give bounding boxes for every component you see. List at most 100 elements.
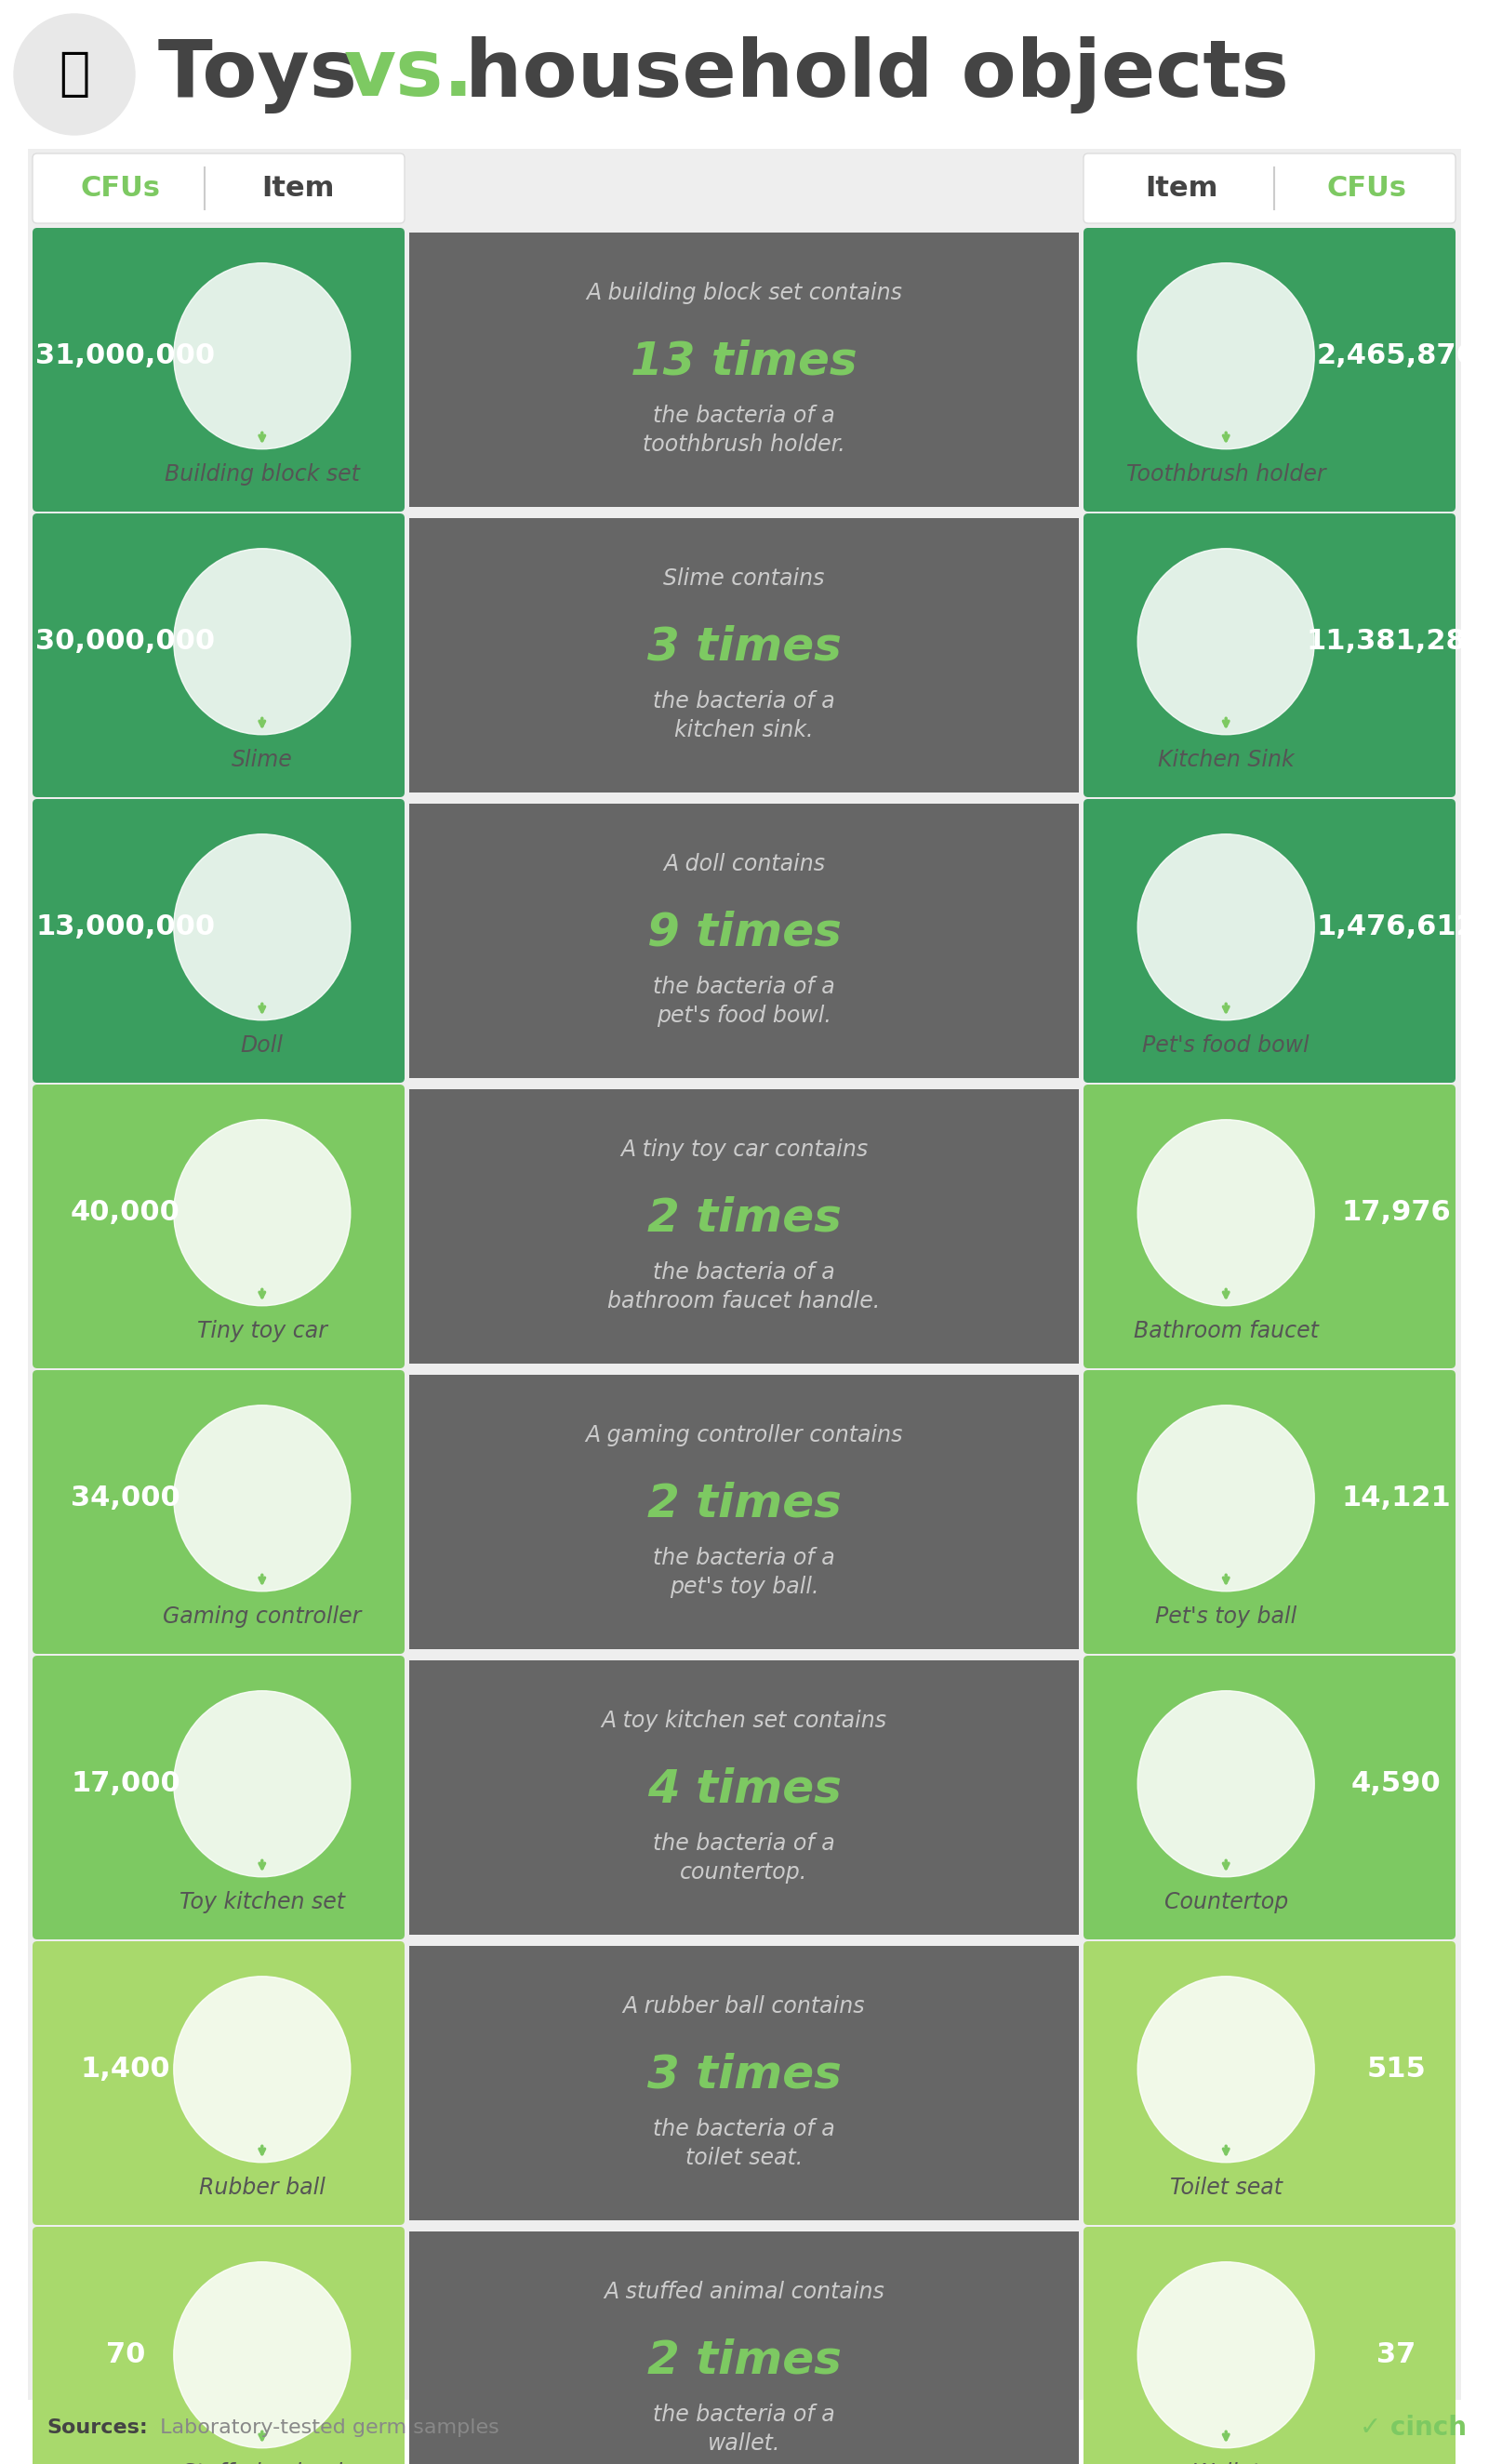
Text: A tiny toy car contains: A tiny toy car contains	[621, 1138, 868, 1161]
Text: CFUs: CFUs	[1327, 175, 1407, 202]
Ellipse shape	[174, 1404, 350, 1592]
Text: 515: 515	[1367, 2055, 1426, 2082]
Text: A rubber ball contains: A rubber ball contains	[622, 1996, 865, 2018]
Text: Slime: Slime	[231, 749, 293, 771]
FancyBboxPatch shape	[409, 1089, 1080, 1363]
Text: the bacteria of a
toilet seat.: the bacteria of a toilet seat.	[654, 2117, 835, 2168]
Text: Gaming controller: Gaming controller	[162, 1604, 362, 1626]
FancyBboxPatch shape	[1084, 798, 1456, 1082]
Text: 30,000,000: 30,000,000	[36, 628, 216, 655]
FancyBboxPatch shape	[33, 153, 405, 224]
Text: A doll contains: A doll contains	[663, 853, 825, 875]
Text: A building block set contains: A building block set contains	[587, 281, 902, 303]
FancyBboxPatch shape	[1084, 153, 1456, 224]
Text: the bacteria of a
countertop.: the bacteria of a countertop.	[654, 1833, 835, 1885]
Ellipse shape	[1138, 1404, 1315, 1592]
Ellipse shape	[174, 264, 350, 448]
Text: 34,000: 34,000	[71, 1486, 180, 1513]
Text: CFUs: CFUs	[80, 175, 161, 202]
Text: 13 times: 13 times	[631, 340, 858, 384]
Text: A gaming controller contains: A gaming controller contains	[585, 1424, 902, 1446]
FancyBboxPatch shape	[1084, 1370, 1456, 1653]
FancyBboxPatch shape	[1084, 227, 1456, 513]
FancyBboxPatch shape	[409, 1661, 1080, 1934]
Text: Toy kitchen set: Toy kitchen set	[179, 1890, 345, 1912]
Text: Item: Item	[261, 175, 334, 202]
FancyBboxPatch shape	[33, 798, 405, 1082]
FancyBboxPatch shape	[33, 1942, 405, 2225]
Ellipse shape	[1138, 1690, 1315, 1878]
Text: 1,400: 1,400	[80, 2055, 170, 2082]
Text: Tiny toy car: Tiny toy car	[197, 1321, 328, 1343]
FancyBboxPatch shape	[1084, 1084, 1456, 1368]
Ellipse shape	[174, 549, 350, 734]
FancyBboxPatch shape	[33, 2227, 405, 2464]
Text: 2 times: 2 times	[646, 1195, 841, 1239]
Ellipse shape	[174, 1976, 350, 2163]
Text: the bacteria of a
bathroom faucet handle.: the bacteria of a bathroom faucet handle…	[608, 1262, 880, 1313]
Text: 4,590: 4,590	[1352, 1769, 1441, 1796]
Text: Kitchen Sink: Kitchen Sink	[1158, 749, 1294, 771]
Ellipse shape	[1138, 264, 1315, 448]
FancyBboxPatch shape	[1084, 1656, 1456, 1939]
Ellipse shape	[1138, 1976, 1315, 2163]
Text: vs.: vs.	[344, 37, 475, 113]
FancyBboxPatch shape	[409, 1947, 1080, 2220]
Text: Pet's food bowl: Pet's food bowl	[1142, 1035, 1309, 1057]
FancyBboxPatch shape	[409, 232, 1080, 508]
FancyBboxPatch shape	[33, 513, 405, 798]
Text: Bathroom faucet: Bathroom faucet	[1133, 1321, 1318, 1343]
Text: 2,465,876: 2,465,876	[1316, 342, 1476, 370]
Text: 1,476,612: 1,476,612	[1316, 914, 1476, 941]
Text: 3 times: 3 times	[646, 626, 841, 670]
Ellipse shape	[174, 2262, 350, 2447]
Text: Rubber ball: Rubber ball	[200, 2176, 325, 2198]
FancyBboxPatch shape	[409, 517, 1080, 793]
Text: the bacteria of a
wallet.: the bacteria of a wallet.	[654, 2402, 835, 2454]
Ellipse shape	[174, 835, 350, 1020]
Text: 9 times: 9 times	[646, 909, 841, 956]
FancyBboxPatch shape	[33, 1656, 405, 1939]
Text: Toilet seat: Toilet seat	[1170, 2176, 1282, 2198]
Ellipse shape	[1138, 2262, 1315, 2447]
Text: Slime contains: Slime contains	[664, 567, 825, 589]
Text: the bacteria of a
pet's toy ball.: the bacteria of a pet's toy ball.	[654, 1547, 835, 1599]
FancyBboxPatch shape	[409, 803, 1080, 1079]
Circle shape	[13, 15, 135, 136]
Text: 17,000: 17,000	[71, 1769, 180, 1796]
Text: A toy kitchen set contains: A toy kitchen set contains	[602, 1710, 887, 1732]
Text: Toys: Toys	[158, 37, 386, 113]
Text: Sources:: Sources:	[46, 2420, 147, 2437]
Ellipse shape	[1138, 1119, 1315, 1306]
Text: Building block set: Building block set	[164, 463, 360, 485]
FancyBboxPatch shape	[33, 1370, 405, 1653]
Text: the bacteria of a
pet's food bowl.: the bacteria of a pet's food bowl.	[654, 976, 835, 1027]
Text: 17,976: 17,976	[1342, 1200, 1452, 1227]
Text: 70: 70	[106, 2341, 146, 2368]
FancyBboxPatch shape	[1084, 513, 1456, 798]
Text: Item: Item	[1145, 175, 1218, 202]
Ellipse shape	[174, 1690, 350, 1878]
FancyBboxPatch shape	[33, 1084, 405, 1368]
FancyBboxPatch shape	[1084, 1942, 1456, 2225]
Text: 40,000: 40,000	[71, 1200, 180, 1227]
Text: the bacteria of a
toothbrush holder.: the bacteria of a toothbrush holder.	[643, 404, 846, 456]
Text: Pet's toy ball: Pet's toy ball	[1155, 1604, 1297, 1626]
Text: 37: 37	[1377, 2341, 1416, 2368]
FancyBboxPatch shape	[409, 2232, 1080, 2464]
Ellipse shape	[1138, 549, 1315, 734]
Text: 14,121: 14,121	[1342, 1486, 1452, 1513]
Text: Countertop: Countertop	[1164, 1890, 1288, 1912]
Ellipse shape	[174, 1119, 350, 1306]
Text: Laboratory-tested germ samples: Laboratory-tested germ samples	[153, 2420, 499, 2437]
Text: 13,000,000: 13,000,000	[36, 914, 216, 941]
Text: 4 times: 4 times	[646, 1767, 841, 1811]
FancyBboxPatch shape	[33, 227, 405, 513]
Text: 3 times: 3 times	[646, 2053, 841, 2097]
Text: 31,000,000: 31,000,000	[36, 342, 216, 370]
FancyBboxPatch shape	[409, 1375, 1080, 1648]
Text: the bacteria of a
kitchen sink.: the bacteria of a kitchen sink.	[654, 690, 835, 742]
FancyBboxPatch shape	[1084, 2227, 1456, 2464]
Text: A stuffed animal contains: A stuffed animal contains	[603, 2282, 884, 2304]
Ellipse shape	[1138, 835, 1315, 1020]
